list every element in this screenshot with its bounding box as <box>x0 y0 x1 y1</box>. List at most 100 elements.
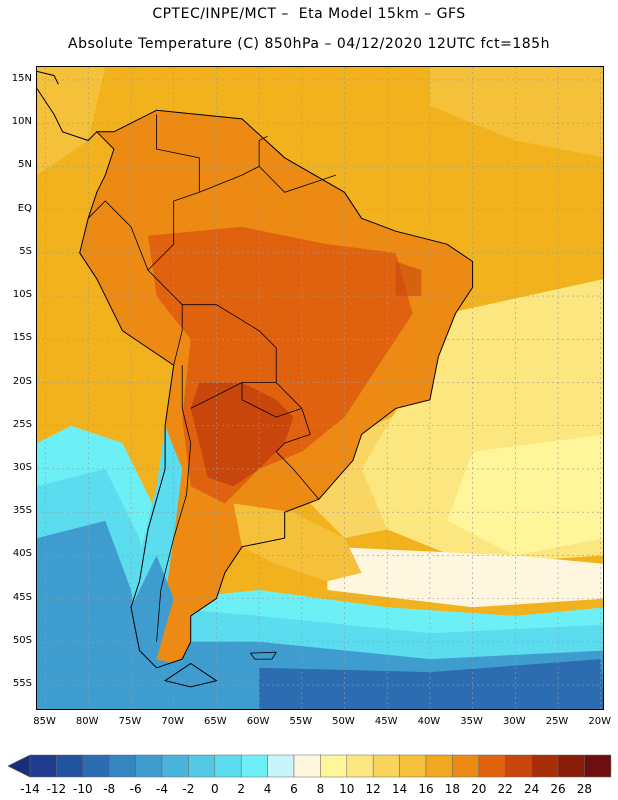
lon-tick-label: 20W <box>588 716 612 727</box>
lat-tick-label: 5N <box>18 159 32 171</box>
field-south-atlantic-yellow <box>447 434 603 556</box>
colorbar-extend-min <box>8 754 31 778</box>
country-border <box>156 114 200 193</box>
country-border <box>87 200 149 271</box>
lon-tick-label: 30W <box>503 716 526 727</box>
colorbar-segment <box>320 754 348 778</box>
lon-tick-label: 70W <box>161 716 184 727</box>
colorbar-tick-label: 26 <box>550 782 566 796</box>
colorbar-tick-label: -12 <box>46 782 67 796</box>
colorbar-tick-label: 4 <box>263 782 272 796</box>
lat-tick-label: EQ <box>17 202 32 214</box>
field-cold-deep <box>259 659 603 709</box>
colorbar-tick-label: 20 <box>471 782 487 796</box>
field-pacific-north <box>37 67 106 176</box>
colorbar-segment <box>557 754 585 778</box>
colorbar-segment <box>82 754 110 778</box>
lon-tick-label: 75W <box>118 716 142 727</box>
colorbar-segment <box>214 754 242 778</box>
temperature-field <box>37 67 603 709</box>
colorbar-segment <box>267 754 295 778</box>
lat-tick-label: 10S <box>12 289 32 301</box>
colorbar-segment <box>135 754 163 778</box>
lon-tick-label: 45W <box>374 716 398 727</box>
lat-tick-label: 15N <box>11 72 32 84</box>
colorbar-tick-label: 14 <box>391 782 408 796</box>
coastline-borders <box>37 70 474 688</box>
colorbar-tick-label: 24 <box>523 782 540 796</box>
colorbar-tick-label: 12 <box>365 782 381 796</box>
lon-tick-label: 85W <box>33 716 56 727</box>
field-north-atlantic <box>429 67 603 158</box>
lat-tick-label: 10N <box>11 116 32 128</box>
country-border <box>147 165 337 383</box>
colorbar-segment <box>452 754 480 778</box>
lon-tick-label: 50W <box>332 716 355 727</box>
lat-tick-label: 15S <box>12 332 32 344</box>
map-panel <box>36 66 604 710</box>
country-border <box>258 135 268 167</box>
coastline-central-america <box>37 88 98 142</box>
lat-tick-label: 55S <box>12 678 32 690</box>
colorbar-segment <box>56 754 84 778</box>
colorbar-segment <box>478 754 506 778</box>
colorbar-tick-label: 6 <box>290 782 298 796</box>
lon-tick-label: 55W <box>289 716 313 727</box>
lon-tick-label: 35W <box>460 716 483 727</box>
lon-tick-label: 60W <box>246 716 270 727</box>
colorbar-segment <box>346 754 374 778</box>
lon-tick-label: 80W <box>75 716 99 727</box>
lat-tick-label: 40S <box>12 548 32 560</box>
field-cold-blue <box>37 520 603 709</box>
colorbar-tick-label: 18 <box>444 782 461 796</box>
lat-tick-label: 35S <box>12 505 32 517</box>
colorbar-tick-label: 10 <box>339 782 355 796</box>
colorbar-tick-label: -8 <box>103 782 116 796</box>
colorbar-tick-label: -4 <box>156 782 168 796</box>
colorbar-segment <box>188 754 216 778</box>
lat-tick-label: 5S <box>19 245 32 257</box>
lon-tick-label: 65W <box>204 716 227 727</box>
colorbar-segment <box>372 754 400 778</box>
field-patagonia-cold <box>131 555 208 694</box>
field-cream-band <box>327 546 603 608</box>
colorbar-segment <box>531 754 559 778</box>
colorbar-segment <box>425 754 453 778</box>
colorbar-segment <box>108 754 136 778</box>
lat-tick-label: 45S <box>12 591 32 603</box>
colorbar-tick-label: -6 <box>129 782 142 796</box>
colorbar-segment <box>29 754 57 778</box>
map-subtitle: Absolute Temperature (C) 850hPa – 04/12/… <box>68 36 550 52</box>
country-border <box>190 382 277 409</box>
colorbar-tick-label: 28 <box>576 782 593 796</box>
colorbar <box>8 754 612 778</box>
colorbar-tick-label: 2 <box>237 782 245 796</box>
lon-tick-label: 25W <box>545 716 569 727</box>
field-ne-brazil-hot <box>395 261 422 297</box>
colorbar-tick-label: 22 <box>497 782 513 796</box>
lat-tick-label: 25S <box>12 418 32 430</box>
country-border <box>156 365 192 642</box>
colorbar-segment <box>504 754 532 778</box>
coastline-south-america <box>79 109 474 669</box>
colorbar-tick-label: 0 <box>210 782 219 796</box>
colorbar-segment <box>399 754 427 778</box>
lat-tick-label: 50S <box>12 634 32 646</box>
colorbar-segment <box>161 754 189 778</box>
colorbar-tick-label: 16 <box>418 782 434 796</box>
country-border <box>241 382 302 418</box>
coastline-tierra-del-fuego <box>163 662 218 688</box>
colorbar-tick-label: 8 <box>316 782 325 796</box>
colorbar-tick-label: -14 <box>20 782 40 796</box>
colorbar-segment <box>293 754 321 778</box>
field-pale-wedge <box>310 399 473 539</box>
colorbar-tick-label: -2 <box>182 782 195 796</box>
lat-tick-label: 30S <box>12 461 32 473</box>
map-title: CPTEC/INPE/MCT – Eta Model 15km – GFS <box>152 6 466 22</box>
colorbar-segment <box>584 754 612 778</box>
coastline-honduras <box>37 70 59 85</box>
temperature-map <box>37 67 603 709</box>
country-border <box>173 304 183 366</box>
lon-tick-label: 40W <box>417 716 441 727</box>
graticule <box>37 67 603 709</box>
